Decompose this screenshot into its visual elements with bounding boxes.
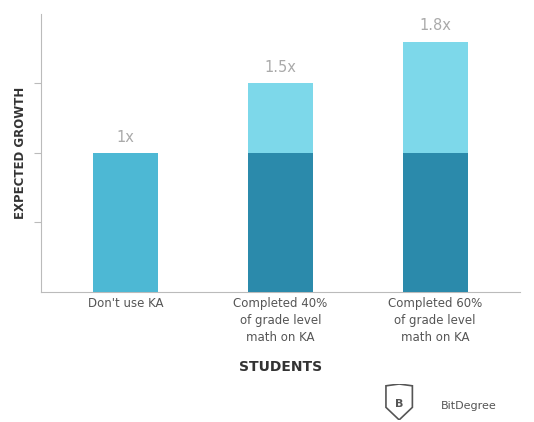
Bar xyxy=(248,153,313,292)
Text: B: B xyxy=(395,399,403,409)
Bar xyxy=(403,42,467,153)
Text: BitDegree: BitDegree xyxy=(441,401,497,411)
X-axis label: STUDENTS: STUDENTS xyxy=(239,360,322,374)
Y-axis label: EXPECTED GROWTH: EXPECTED GROWTH xyxy=(14,87,27,219)
Bar xyxy=(248,84,313,153)
Text: 1.8x: 1.8x xyxy=(419,18,451,33)
Text: 1x: 1x xyxy=(116,130,135,144)
Bar xyxy=(403,153,467,292)
Bar xyxy=(93,153,158,292)
Text: 1.5x: 1.5x xyxy=(264,60,296,75)
